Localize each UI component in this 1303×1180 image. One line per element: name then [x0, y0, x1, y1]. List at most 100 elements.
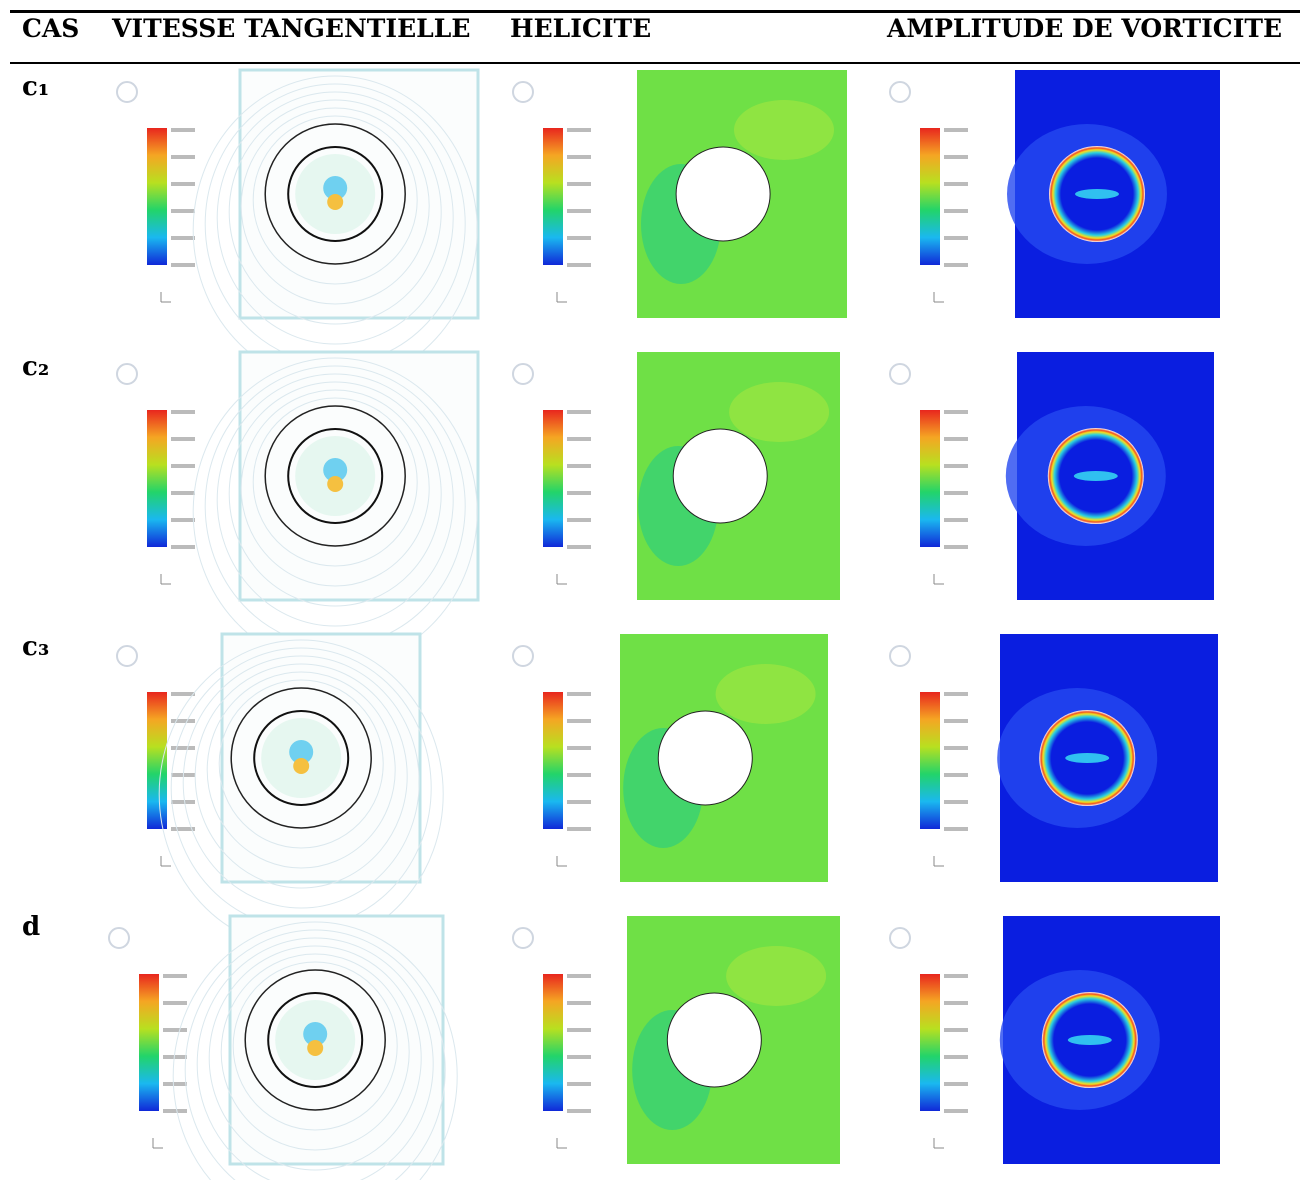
legend-tick-text — [171, 155, 195, 159]
legend-tick-text — [567, 155, 591, 159]
legend-tick-text — [567, 128, 591, 132]
vorticity-core — [1065, 753, 1109, 763]
legend-tick-text — [944, 437, 968, 441]
legend-tick-text — [567, 974, 591, 978]
legend-bar — [543, 974, 563, 1111]
legend-tick-text — [944, 719, 968, 723]
legend-tick-text — [567, 491, 591, 495]
logo — [109, 928, 129, 948]
vorticity-core — [1068, 1035, 1112, 1045]
legend-bar — [920, 128, 940, 265]
legend-tick-text — [567, 800, 591, 804]
helicity-patch — [734, 100, 834, 160]
vorticity-core — [1075, 189, 1119, 199]
legend-tick-text — [944, 209, 968, 213]
legend-tick-text — [171, 692, 195, 696]
axis-icon — [934, 574, 944, 584]
logo — [890, 82, 910, 102]
legend-tick-text — [944, 410, 968, 414]
legend-tick-text — [171, 410, 195, 414]
legend-tick-text — [567, 410, 591, 414]
legend-tick-text — [163, 974, 187, 978]
legend-tick-text — [944, 1082, 968, 1086]
axis-icon — [557, 856, 567, 866]
legend-tick-text — [171, 263, 195, 267]
logo — [513, 646, 533, 666]
legend-tick-text — [567, 827, 591, 831]
cylinder — [658, 711, 752, 805]
axis-icon — [161, 574, 171, 584]
legend-tick-text — [567, 518, 591, 522]
legend-bar — [147, 128, 167, 265]
logo — [890, 928, 910, 948]
axis-icon — [153, 1138, 163, 1148]
logo — [117, 646, 137, 666]
legend-tick-text — [944, 464, 968, 468]
legend-tick-text — [567, 1082, 591, 1086]
legend-tick-text — [944, 236, 968, 240]
legend-tick-text — [171, 464, 195, 468]
axis-icon — [934, 856, 944, 866]
legend-tick-text — [163, 1082, 187, 1086]
legend-tick-text — [163, 1109, 187, 1113]
cylinder — [676, 147, 770, 241]
legend-tick-text — [944, 518, 968, 522]
legend-bar — [920, 974, 940, 1111]
legend-tick-text — [171, 719, 195, 723]
legend-tick-text — [171, 236, 195, 240]
logo — [890, 364, 910, 384]
cylinder — [673, 429, 767, 523]
legend-tick-text — [567, 773, 591, 777]
legend-tick-text — [944, 800, 968, 804]
legend-bar — [543, 410, 563, 547]
legend-tick-text — [171, 518, 195, 522]
helicity-patch — [716, 664, 816, 724]
axis-icon — [161, 856, 171, 866]
cylinder — [667, 993, 761, 1087]
legend-tick-text — [944, 128, 968, 132]
legend-tick-text — [163, 1001, 187, 1005]
legend-tick-text — [944, 263, 968, 267]
legend-tick-text — [944, 545, 968, 549]
axis-icon — [557, 574, 567, 584]
legend-tick-text — [567, 464, 591, 468]
legend-tick-text — [567, 1028, 591, 1032]
legend-tick-text — [944, 1055, 968, 1059]
legend-tick-text — [171, 491, 195, 495]
legend-tick-text — [171, 545, 195, 549]
legend-tick-text — [944, 1028, 968, 1032]
axis-icon — [934, 292, 944, 302]
legend-tick-text — [944, 1001, 968, 1005]
legend-tick-text — [567, 209, 591, 213]
axis-icon — [934, 1138, 944, 1148]
logo — [117, 364, 137, 384]
helicity-patch — [726, 946, 826, 1006]
logo — [513, 364, 533, 384]
axis-icon — [557, 1138, 567, 1148]
axis-icon — [161, 292, 171, 302]
logo — [513, 928, 533, 948]
legend-tick-text — [163, 1028, 187, 1032]
legend-tick-text — [567, 692, 591, 696]
legend-bar — [543, 128, 563, 265]
logo — [513, 82, 533, 102]
legend-tick-text — [944, 182, 968, 186]
legend-tick-text — [567, 746, 591, 750]
legend-tick-text — [171, 437, 195, 441]
contour-blob — [307, 1040, 323, 1056]
legend-bar — [543, 692, 563, 829]
legend-tick-text — [171, 128, 195, 132]
legend-tick-text — [944, 827, 968, 831]
legend-bar — [147, 410, 167, 547]
legend-tick-text — [944, 746, 968, 750]
legend-tick-text — [944, 1109, 968, 1113]
legend-tick-text — [567, 236, 591, 240]
logo — [890, 646, 910, 666]
legend-tick-text — [567, 182, 591, 186]
legend-tick-text — [567, 545, 591, 549]
legend-tick-text — [944, 974, 968, 978]
axis-icon — [557, 292, 567, 302]
legend-tick-text — [171, 800, 195, 804]
figures — [0, 0, 1303, 1180]
legend-tick-text — [944, 155, 968, 159]
